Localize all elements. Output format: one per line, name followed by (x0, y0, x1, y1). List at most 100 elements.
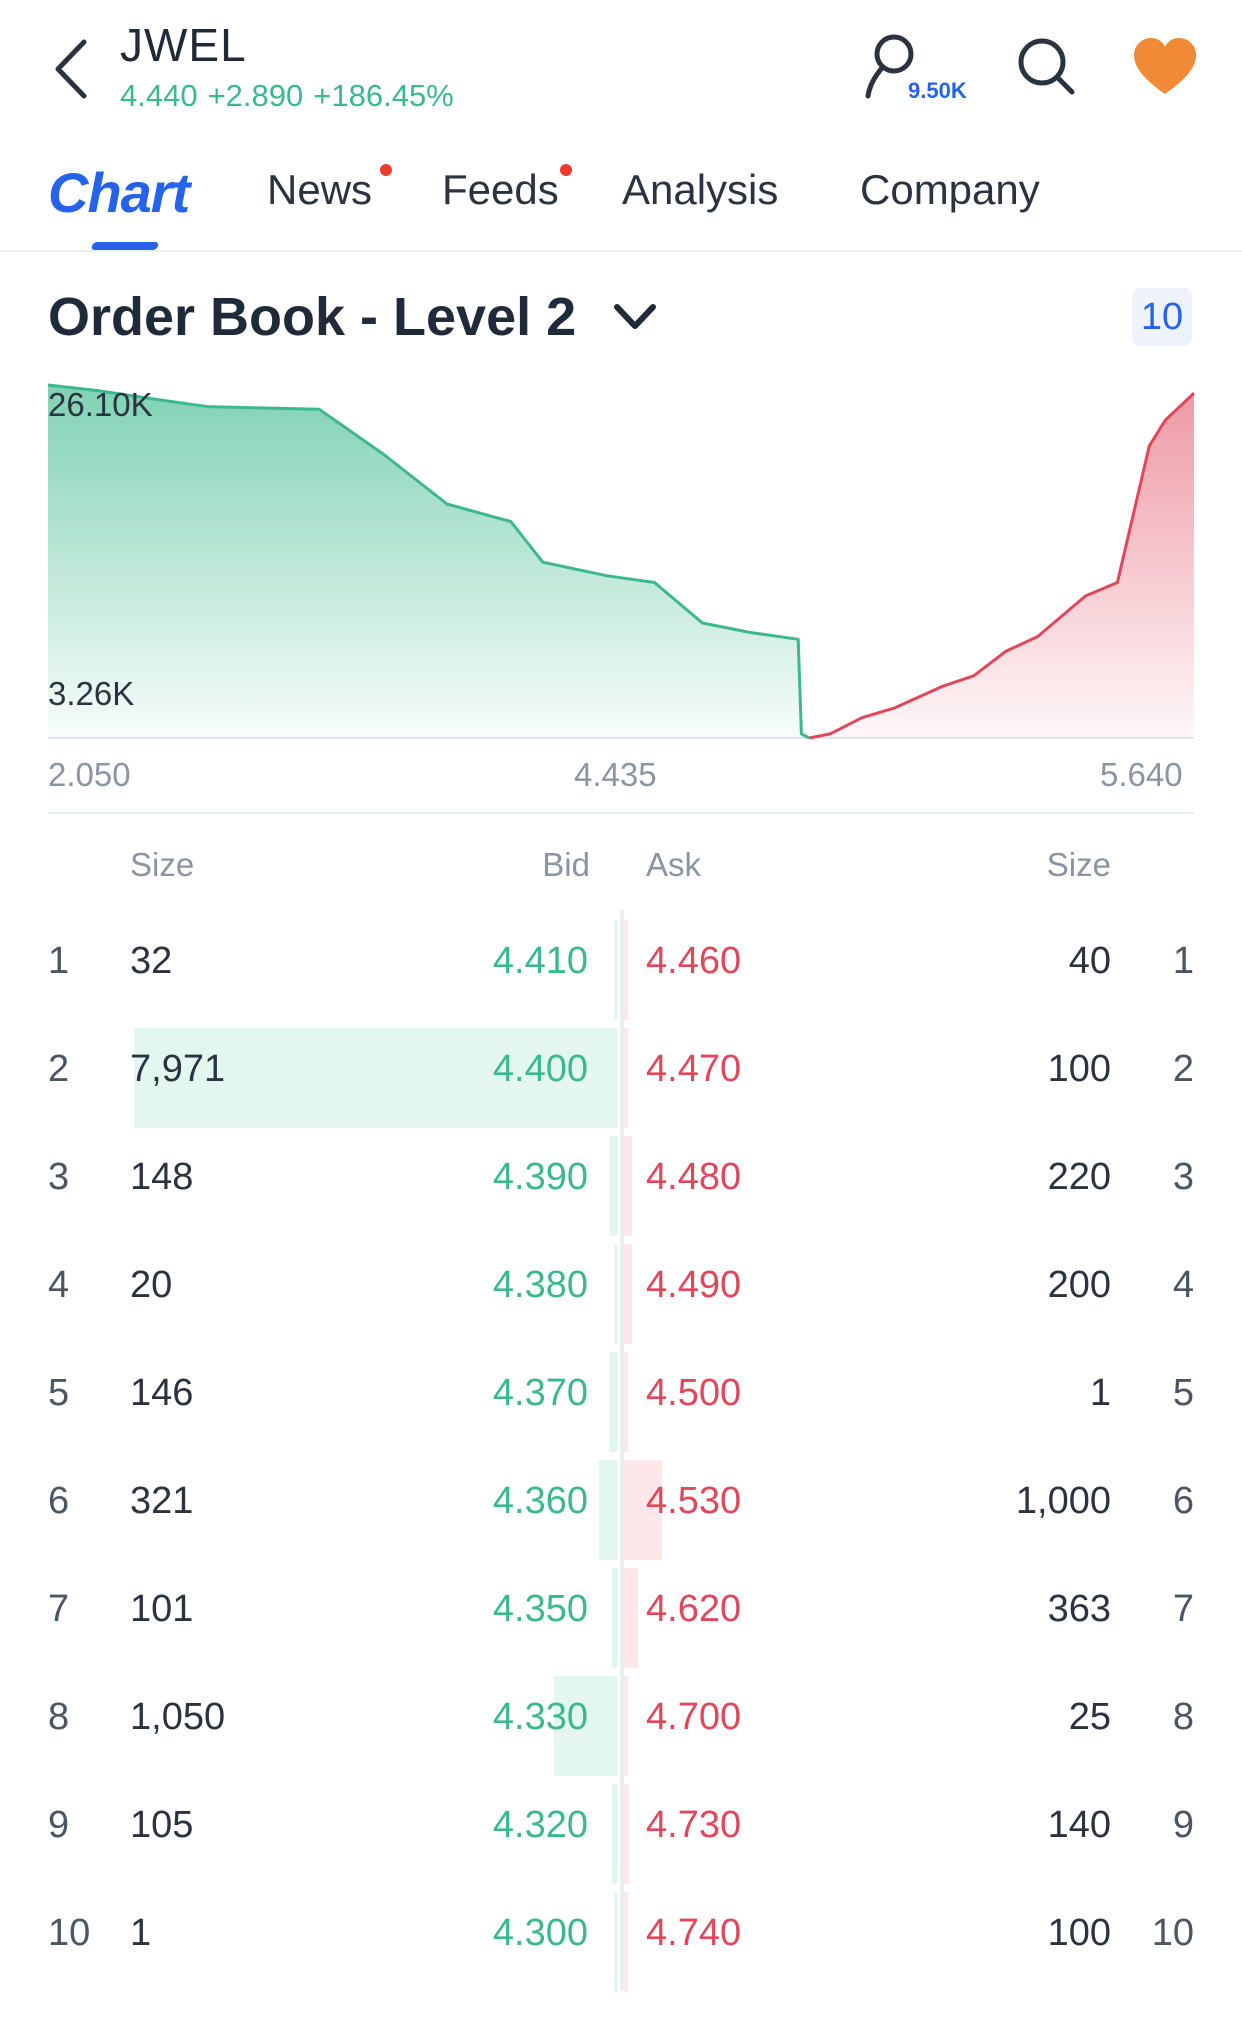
order-book-row[interactable]: 3 148 4.390 4.480 220 3 (0, 1126, 1242, 1236)
ask-price: 4.500 (646, 1372, 742, 1414)
ask-size: 200 (1047, 1264, 1111, 1306)
ask-price: 4.490 (646, 1264, 742, 1306)
bid-rank: 7 (48, 1588, 70, 1630)
watchers-button[interactable]: 9.50K (860, 30, 980, 110)
active-tab-indicator (90, 242, 160, 250)
price-change-pct: +186.45% (313, 78, 454, 113)
order-book-row[interactable]: 6 321 4.360 4.530 1,000 6 (0, 1450, 1242, 1560)
bid-depth-line (47, 383, 810, 740)
tab-chart[interactable]: Chart (48, 160, 190, 225)
bid-size: 101 (130, 1588, 194, 1630)
bid-depth-bar (614, 1892, 618, 1992)
ask-depth-bar (624, 1244, 632, 1344)
tab-analysis[interactable]: Analysis (622, 166, 778, 214)
price-quote: 4.440 +2.890 +186.45% (120, 78, 464, 114)
bid-size: 321 (130, 1480, 194, 1522)
bid-size: 7,971 (130, 1048, 226, 1090)
ask-rank: 4 (1172, 1264, 1194, 1306)
tab-news[interactable]: News (267, 166, 372, 214)
bid-price: 4.380 (492, 1264, 588, 1306)
bid-price: 4.350 (492, 1588, 588, 1630)
ask-depth-bar (624, 1460, 662, 1560)
bid-price: 4.330 (492, 1696, 588, 1738)
order-book-row[interactable]: 2 7,971 4.400 4.470 100 2 (0, 1018, 1242, 1128)
bid-rank: 10 (48, 1912, 91, 1954)
ask-price: 4.620 (646, 1588, 742, 1630)
tab-company-label: Company (860, 166, 1040, 213)
bid-rank: 8 (48, 1696, 70, 1738)
ticker-symbol: JWEL (120, 19, 247, 71)
order-book-row[interactable]: 7 101 4.350 4.620 363 7 (0, 1558, 1242, 1668)
bid-depth-bar (614, 1244, 618, 1344)
bid-size: 105 (130, 1804, 194, 1846)
bid-depth-bar (614, 920, 618, 1020)
depth-levels-badge[interactable]: 10 (1132, 288, 1192, 346)
bid-rank: 1 (48, 940, 70, 982)
bid-depth-bar (611, 1784, 618, 1884)
bid-size: 146 (130, 1372, 194, 1414)
ask-rank: 7 (1172, 1588, 1194, 1630)
order-book-row[interactable]: 10 1 4.300 4.740 100 10 (0, 1882, 1242, 1992)
tab-chart-label: Chart (48, 161, 190, 224)
bid-depth-bar (608, 1136, 618, 1236)
bid-rank: 9 (48, 1804, 70, 1846)
bid-size: 1 (130, 1912, 152, 1954)
order-book-row[interactable]: 5 146 4.370 4.500 1 5 (0, 1342, 1242, 1452)
bid-rank: 2 (48, 1048, 70, 1090)
order-book-row[interactable]: 4 20 4.380 4.490 200 4 (0, 1234, 1242, 1344)
depth-chart-svg (47, 383, 1196, 740)
ask-rank: 8 (1172, 1696, 1194, 1738)
ask-size: 1 (1089, 1372, 1111, 1414)
ask-price: 4.730 (646, 1804, 742, 1846)
ask-depth-area (809, 393, 1194, 738)
search-icon[interactable] (1014, 34, 1078, 98)
ask-depth-bar (624, 1568, 638, 1668)
tab-feeds[interactable]: Feeds (442, 166, 559, 214)
ask-depth-bar (624, 1136, 633, 1236)
ask-size: 25 (1068, 1696, 1111, 1738)
ask-depth-bar (624, 1784, 630, 1884)
news-unread-dot (380, 164, 392, 176)
y-tick-label: 3.26K (48, 675, 135, 712)
x-tick-label: 5.640 (1100, 756, 1183, 793)
ask-depth-bar (624, 1892, 628, 1992)
back-icon[interactable] (48, 34, 98, 104)
ask-rank: 5 (1172, 1372, 1194, 1414)
ask-rank: 6 (1172, 1480, 1194, 1522)
bid-price: 4.400 (492, 1048, 588, 1090)
ask-size: 220 (1047, 1156, 1111, 1198)
order-book-row[interactable]: 8 1,050 4.330 4.700 25 8 (0, 1666, 1242, 1776)
bid-depth-bar (611, 1568, 618, 1668)
ask-rank: 9 (1172, 1804, 1194, 1846)
bid-depth-bar (609, 1352, 618, 1452)
heart-icon[interactable] (1132, 36, 1198, 98)
depth-chart: 26.10K 3.26K 2.050 4.435 5.640 (0, 370, 1242, 810)
ask-size: 1,000 (1015, 1480, 1111, 1522)
price-change: +2.890 (207, 78, 304, 113)
watchers-count: 9.50K (906, 78, 969, 104)
y-tick-label: 26.10K (48, 386, 153, 423)
order-book-row[interactable]: 9 105 4.320 4.730 140 9 (0, 1774, 1242, 1884)
last-price: 4.440 (120, 78, 198, 113)
ask-depth-bar (624, 1676, 628, 1776)
chevron-down-icon[interactable] (612, 302, 658, 332)
ask-price: 4.530 (646, 1480, 742, 1522)
col-header-bid: Bid (542, 846, 590, 883)
tab-analysis-label: Analysis (622, 166, 779, 213)
ask-depth-bar (624, 1352, 628, 1452)
bid-price: 4.300 (492, 1912, 588, 1954)
ask-rank: 2 (1172, 1048, 1194, 1090)
bid-rank: 3 (48, 1156, 70, 1198)
ask-size: 100 (1047, 1048, 1111, 1090)
order-book-row[interactable]: 1 32 4.410 4.460 40 1 (0, 910, 1242, 1020)
bid-size: 20 (130, 1264, 173, 1306)
col-header-ask-size: Size (1046, 846, 1111, 883)
ask-rank: 1 (1172, 940, 1194, 982)
order-book-title[interactable]: Order Book - Level 2 (48, 287, 577, 347)
bid-rank: 5 (48, 1372, 70, 1414)
top-bar: JWEL 4.440 +2.890 +186.45% 9.50K (0, 0, 1242, 130)
ask-depth-line (809, 392, 1196, 740)
tab-company[interactable]: Company (860, 166, 1040, 214)
bid-rank: 4 (48, 1264, 70, 1306)
